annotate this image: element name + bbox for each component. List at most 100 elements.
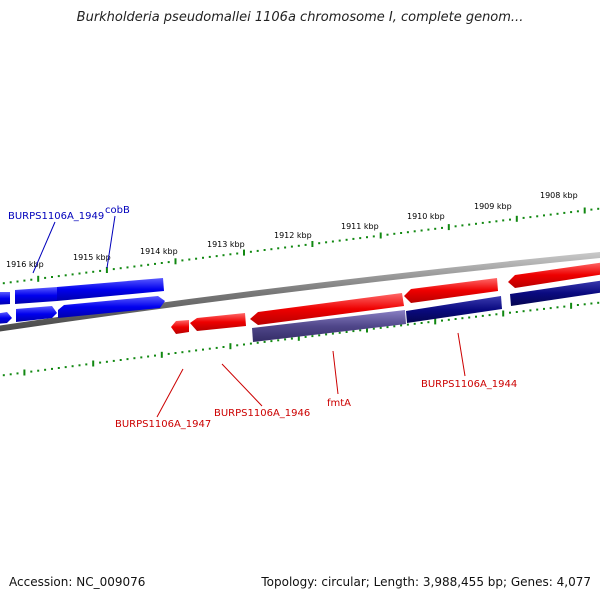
gene-forward-1944-upper[interactable] (404, 278, 498, 303)
gene-forward-BURPS1106A_1947[interactable] (171, 320, 189, 334)
minor-tick (64, 366, 67, 369)
minor-tick (393, 325, 396, 328)
gene-label-BURPS1106A_1949[interactable]: BURPS1106A_1949 (8, 211, 104, 222)
minor-tick (481, 314, 484, 317)
minor-tick (147, 263, 150, 266)
minor-tick (236, 252, 239, 255)
minor-tick (522, 216, 525, 219)
minor-tick (64, 274, 67, 277)
minor-tick (338, 331, 341, 334)
gene-forward-BURPS1106A_1944[interactable] (406, 296, 502, 323)
minor-tick (427, 321, 430, 324)
major-tick (502, 310, 505, 317)
minor-tick (57, 275, 60, 278)
minor-tick (543, 214, 545, 217)
minor-tick (188, 350, 191, 353)
major-tick (243, 249, 245, 256)
minor-tick (85, 271, 88, 274)
minor-tick (549, 307, 552, 310)
minor-tick (9, 281, 12, 284)
inner-scale-ticks (2, 301, 600, 377)
minor-tick (256, 341, 259, 344)
minor-tick (304, 243, 307, 246)
outer-scale-ticks (2, 207, 600, 285)
minor-tick (386, 233, 389, 236)
minor-tick (202, 256, 204, 259)
gene-reverse-1[interactable] (0, 292, 10, 305)
scale-label: 1916 kbp (6, 260, 44, 269)
gene-label-fmtA[interactable]: fmtA (327, 398, 351, 409)
minor-tick (195, 349, 198, 352)
reverse-strand-genes (0, 278, 165, 324)
minor-tick (522, 310, 525, 313)
minor-tick (154, 262, 156, 265)
minor-tick (154, 354, 156, 357)
gene-label-cobB[interactable]: cobB (105, 205, 130, 216)
minor-tick (536, 215, 539, 218)
gene-reverse-cobB[interactable] (57, 278, 164, 301)
gene-forward-right-lower[interactable] (510, 280, 600, 306)
minor-tick (400, 232, 403, 234)
minor-tick (590, 302, 593, 305)
label-leader-line (106, 215, 116, 269)
major-tick (229, 343, 232, 350)
major-tick (447, 224, 450, 231)
scale-label: 1910 kbp (407, 212, 445, 221)
gene-forward-fmtA-lower[interactable] (252, 310, 406, 342)
gene-reverse-4[interactable] (0, 312, 12, 324)
minor-tick (576, 210, 579, 213)
minor-tick (16, 372, 19, 375)
gene-forward-BURPS1106A_1946[interactable] (190, 313, 246, 331)
minor-tick (119, 267, 122, 270)
gene-label-BURPS1106A_1946[interactable]: BURPS1106A_1946 (214, 408, 310, 419)
minor-tick (277, 247, 280, 250)
minor-tick (420, 322, 423, 324)
minor-tick (318, 334, 321, 337)
gene-label-BURPS1106A_1947[interactable]: BURPS1106A_1947 (115, 419, 211, 430)
minor-tick (495, 313, 498, 316)
minor-tick (181, 259, 184, 262)
minor-tick (51, 276, 53, 278)
minor-tick (488, 221, 491, 224)
minor-tick (420, 229, 423, 232)
minor-tick (290, 337, 293, 340)
minor-tick (379, 326, 382, 329)
minor-tick (413, 230, 416, 233)
minor-tick (112, 268, 115, 271)
minor-tick (468, 316, 471, 319)
minor-tick (468, 223, 471, 226)
minor-tick (99, 269, 102, 272)
gene-reverse-BURPS1106A_1949[interactable] (16, 306, 57, 322)
scale-labels: 1916 kbp 1915 kbp 1914 kbp 1913 kbp 1912… (6, 191, 578, 269)
minor-tick (78, 272, 81, 275)
minor-tick (502, 219, 505, 222)
minor-tick (529, 309, 532, 312)
minor-tick (549, 213, 552, 216)
gene-reverse-2[interactable] (15, 287, 57, 304)
minor-tick (590, 208, 593, 211)
minor-tick (318, 242, 321, 245)
minor-tick (147, 355, 150, 358)
scale-label: 1913 kbp (207, 240, 245, 249)
map-title: Burkholderia pseudomallei 1106a chromoso… (76, 10, 524, 25)
minor-tick (434, 227, 437, 230)
minor-tick (126, 358, 129, 361)
minor-tick (543, 307, 545, 310)
minor-tick (284, 338, 287, 341)
minor-tick (270, 340, 273, 343)
label-leader-line (32, 221, 56, 274)
minor-tick (556, 212, 559, 215)
gene-label-BURPS1106A_1944[interactable]: BURPS1106A_1944 (421, 379, 517, 390)
major-tick (297, 334, 300, 341)
label-leader-line (221, 363, 263, 407)
gene-forward-fmtA[interactable] (250, 293, 404, 325)
gene-forward-right-upper[interactable] (508, 262, 600, 288)
minor-tick (427, 228, 430, 231)
minor-tick (461, 224, 464, 227)
minor-tick (215, 346, 218, 349)
minor-tick (583, 303, 586, 306)
minor-tick (181, 351, 184, 354)
minor-tick (386, 326, 389, 329)
gene-reverse-6[interactable] (58, 296, 165, 318)
